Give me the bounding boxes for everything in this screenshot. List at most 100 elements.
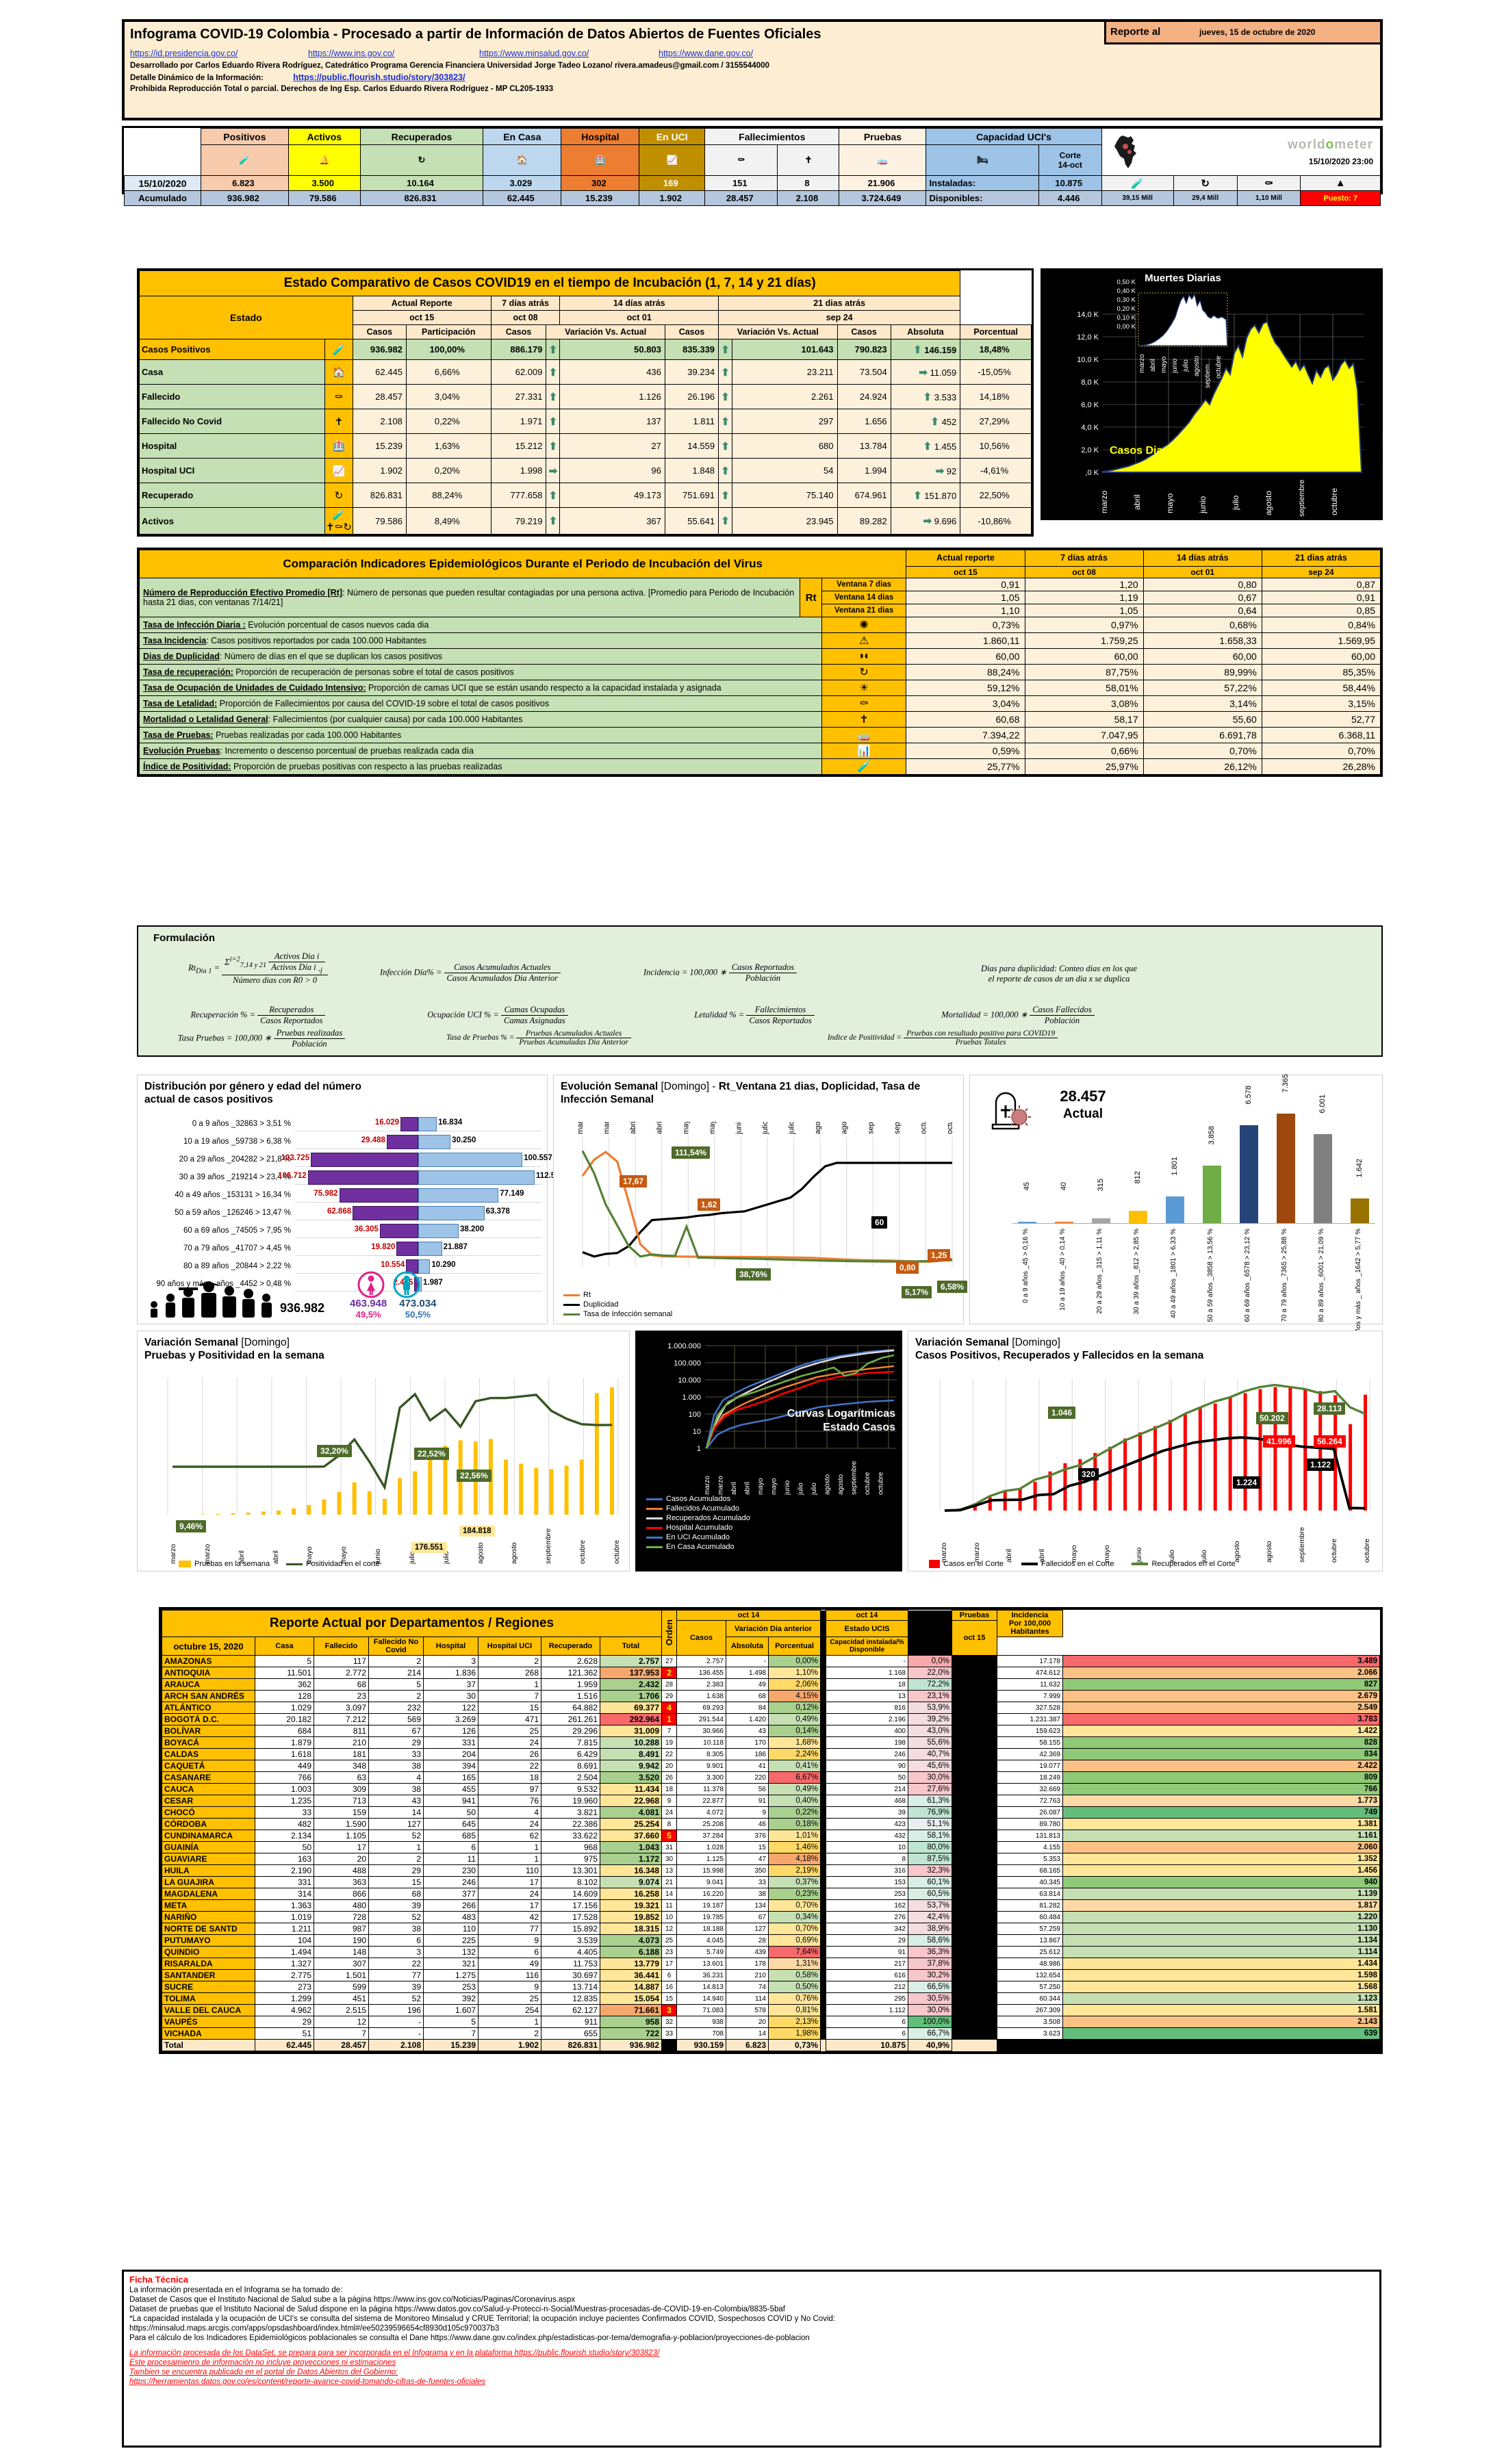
dept-incidencia: 809 bbox=[1062, 1771, 1380, 1784]
kpi-day-positivos: 6.823 bbox=[201, 175, 289, 191]
rt-value: 1,20 bbox=[1024, 578, 1144, 591]
kpi-day-encasa: 3.029 bbox=[483, 175, 562, 191]
kpi-acc-positivos: 936.982 bbox=[201, 190, 289, 206]
dept-var-absoluta: 43 bbox=[726, 1725, 769, 1737]
link-presidencia[interactable]: https://id.presidencia.gov.co/ bbox=[130, 49, 238, 58]
indicador-value: 60,00 bbox=[1024, 648, 1144, 665]
dept-total: 37.660 bbox=[600, 1830, 662, 1842]
evo-month-label: marzo bbox=[603, 1122, 611, 1134]
dept-hospital: 225 bbox=[423, 1934, 478, 1947]
indicador-value: 60,00 bbox=[906, 648, 1025, 665]
dept-hospital: 122 bbox=[423, 1702, 478, 1714]
dept-orden: 31 bbox=[661, 1841, 677, 1853]
official-links: https://id.presidencia.gov.co/ https://w… bbox=[125, 44, 1380, 58]
dept-title: Reporte Actual por Departamentos / Regio… bbox=[162, 1610, 662, 1637]
kpi-acc-fallecimientos: 28.457 bbox=[704, 190, 778, 206]
svg-text:0,30 K: 0,30 K bbox=[1117, 296, 1136, 304]
weekly-test-bar bbox=[519, 1463, 524, 1515]
dept-casa: 1.211 bbox=[255, 1923, 314, 1935]
estado-participacion: 1,63% bbox=[405, 433, 492, 459]
table-row: MAGDALENA 314 866 68 377 24 14.609 16.258 14 16.2… bbox=[162, 1888, 1380, 1900]
dept-pruebas: 19.077 bbox=[997, 1760, 1063, 1772]
estado-abs-21: ⬆ 1.455 bbox=[890, 433, 961, 459]
log-title-2: Estado Casos bbox=[823, 1422, 895, 1433]
dept-var-porcentual: 0,34% bbox=[768, 1911, 821, 1923]
kpi-cap-label: Instaladas: bbox=[926, 175, 1039, 191]
dept-cap-disponible: 60,1% bbox=[908, 1876, 952, 1888]
kpi-day-activos: 3.500 bbox=[288, 175, 361, 191]
pyramid-bar-male bbox=[418, 1206, 485, 1220]
dept-recuperado: 261.261 bbox=[541, 1713, 600, 1725]
dept-fallecido: 451 bbox=[314, 1992, 369, 2005]
weekly-case-callout: 1.046 bbox=[1048, 1407, 1076, 1419]
legend-pruebas-semana: Pruebas en la semana bbox=[179, 1560, 270, 1568]
link-flourish[interactable]: https://public.flourish.studio/story/303… bbox=[293, 73, 465, 82]
kpi-cap-value: 10.875 bbox=[1038, 175, 1102, 191]
dept-casos-prev: 4.045 bbox=[676, 1934, 726, 1947]
estado-casos-21: 674.961 bbox=[837, 483, 891, 508]
death-age-bar bbox=[1277, 1114, 1295, 1223]
dept-casos-prev: 69.293 bbox=[676, 1702, 726, 1714]
estado-var-7: 96 bbox=[559, 458, 665, 483]
dept-incidencia: 2.066 bbox=[1062, 1667, 1380, 1679]
dept-fallecido: 7 bbox=[314, 2027, 369, 2040]
legend-casos-corte: Casos en el Corte bbox=[929, 1560, 1004, 1568]
home-icon: 🏠 bbox=[483, 144, 562, 176]
indicadores-title: Comparación Indicadores Epidemiológicos … bbox=[138, 550, 907, 578]
dept-casos-prev: 22.877 bbox=[676, 1795, 726, 1807]
dept-orden: 33 bbox=[661, 2027, 677, 2040]
table-row: NORTE DE SANTD 1.211 987 38 110 77 15.892 18.31… bbox=[162, 1923, 1380, 1935]
dept-cap-disponible: 76,9% bbox=[908, 1806, 952, 1819]
weekly-test-month: septiembre bbox=[544, 1528, 553, 1564]
indicador-value: 0,59% bbox=[906, 743, 1025, 759]
dept-total: 2.432 bbox=[600, 1678, 662, 1691]
dept-var-absoluta: 114 bbox=[726, 1992, 769, 2005]
link-ins[interactable]: https://www.ins.gov.co/ bbox=[308, 49, 395, 58]
estado-sub-var-1: Variación Vs. Actual bbox=[546, 324, 665, 339]
dept-pruebas: 40.345 bbox=[997, 1876, 1063, 1888]
pyramid-age-label: 60 a 69 años _74505 > 7,95 % bbox=[183, 1227, 291, 1235]
weekly-test-bar bbox=[292, 1508, 296, 1515]
dept-var-porcentual: 0,49% bbox=[768, 1783, 821, 1795]
estado-pct-21: -10,86% bbox=[960, 507, 1032, 535]
dept-fallecido-nocovid: 77 bbox=[368, 1969, 424, 1981]
estado-casos-7: 886.179 bbox=[490, 339, 547, 360]
indicador-value: 58,44% bbox=[1261, 680, 1381, 696]
svg-text:0,40 K: 0,40 K bbox=[1117, 287, 1136, 295]
dept-pruebas: 159.623 bbox=[997, 1725, 1063, 1737]
dept-pruebas: 25.612 bbox=[997, 1946, 1063, 1958]
dept-casos-prev: 2.383 bbox=[676, 1678, 726, 1691]
estado-sub-abs: Absoluta bbox=[890, 324, 961, 339]
dept-var-porcentual: 0,23% bbox=[768, 1888, 821, 1900]
dept-orden: 24 bbox=[661, 1806, 677, 1819]
uci-sun-icon: ☀ bbox=[821, 680, 907, 696]
indicador-value: 0,70% bbox=[1143, 743, 1262, 759]
dept-fallecido-nocovid: 52 bbox=[368, 1830, 424, 1842]
weekly-case-month: junio bbox=[1135, 1547, 1144, 1563]
worldometer-timestamp: 15/10/2020 23:00 bbox=[1308, 157, 1373, 166]
trend-arrow-icon: ⬆ bbox=[718, 359, 733, 385]
pyramid-value-female: 75.982 bbox=[314, 1190, 338, 1198]
dept-fallecido: 210 bbox=[314, 1736, 369, 1749]
dept-total: 6.188 bbox=[600, 1946, 662, 1958]
link-minsalud[interactable]: https://www.minsalud.gov.co/ bbox=[479, 49, 589, 58]
table-row: HUILA 2.190 488 29 230 110 13.301 16.348 13 15.99… bbox=[162, 1864, 1380, 1877]
dept-name: META bbox=[162, 1899, 255, 1912]
svg-text:10.000: 10.000 bbox=[678, 1376, 701, 1385]
dept-col-total: Total bbox=[600, 1637, 662, 1656]
dept-uci: 25 bbox=[478, 1725, 541, 1737]
dept-total: 25.254 bbox=[600, 1818, 662, 1830]
dept-casa: 273 bbox=[255, 1981, 314, 1993]
dept-var-porcentual: 2,06% bbox=[768, 1678, 821, 1691]
evo-month-label: mayo bbox=[682, 1122, 690, 1134]
rt-value: 1,19 bbox=[1024, 591, 1144, 604]
estado-row-name: Hospital bbox=[139, 433, 325, 459]
dept-casos-header: Casos bbox=[676, 1620, 726, 1656]
dept-orden: 4 bbox=[661, 1702, 677, 1714]
dept-casos-prev: 13.601 bbox=[676, 1958, 726, 1970]
dept-cap-disponible: 22,0% bbox=[908, 1667, 952, 1679]
ind-col-0: Actual reporte bbox=[906, 550, 1025, 567]
weekly-case-bar bbox=[1364, 1394, 1367, 1511]
dept-fallecido-nocovid: 14 bbox=[368, 1806, 424, 1819]
link-dane[interactable]: https://www.dane.gov.co/ bbox=[659, 49, 754, 58]
